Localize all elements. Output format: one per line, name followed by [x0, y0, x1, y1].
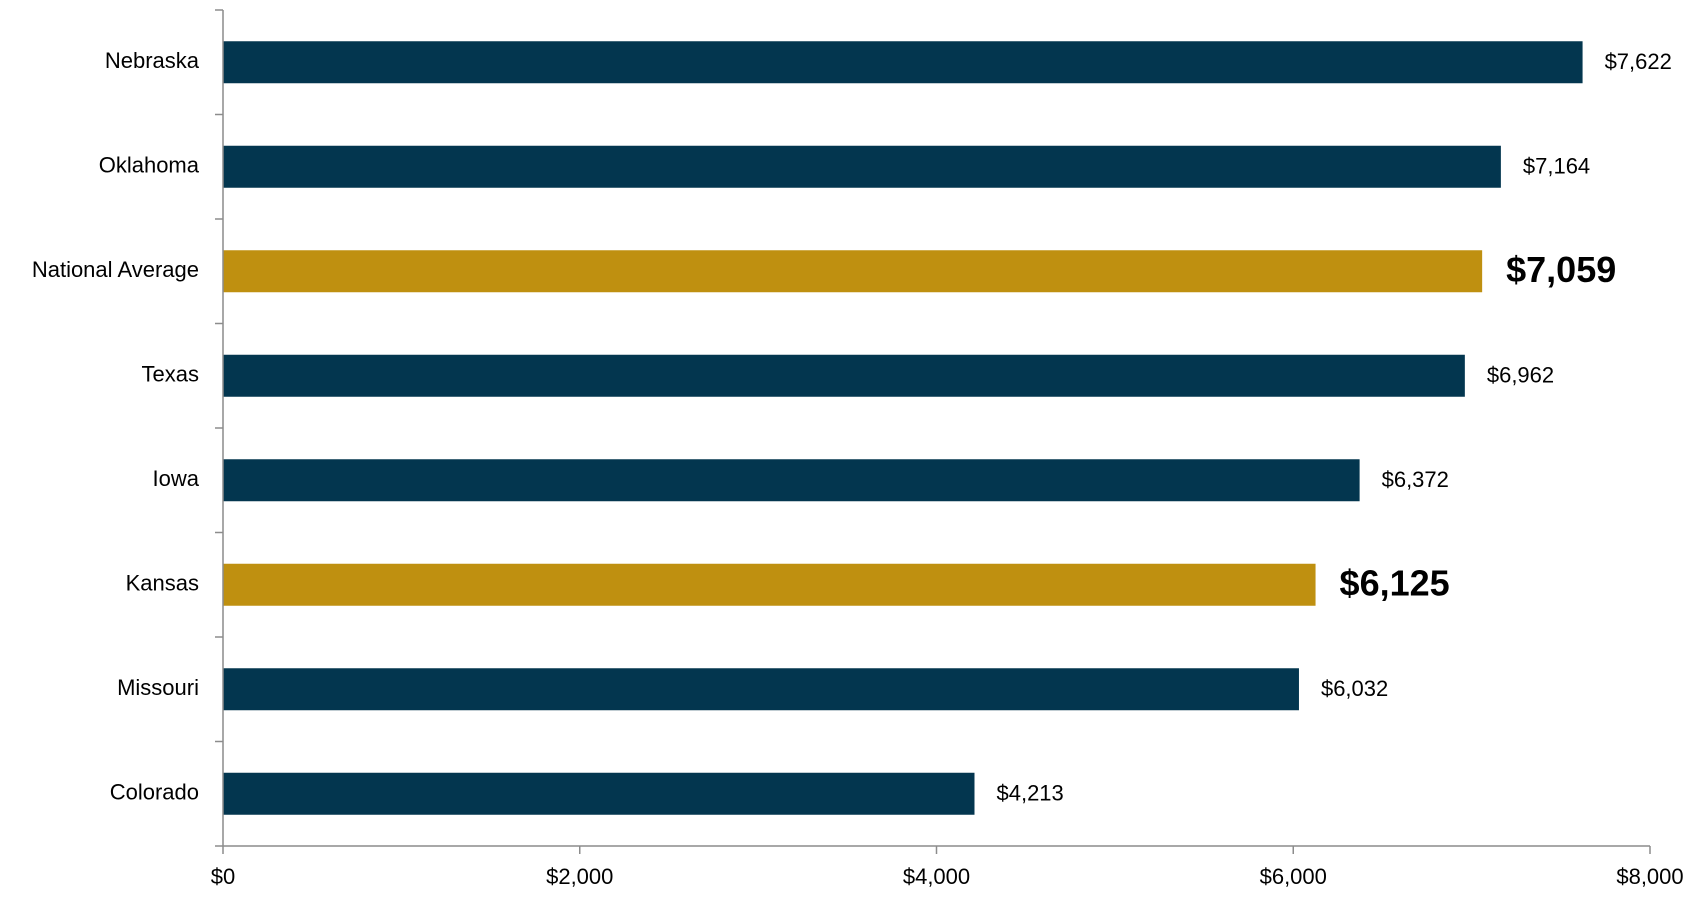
bar-iowa: [223, 459, 1360, 502]
value-label-kansas: $6,125: [1340, 562, 1450, 603]
x-tick-label: $4,000: [903, 864, 970, 889]
bar-kansas: [223, 563, 1316, 606]
category-label-oklahoma: Oklahoma: [99, 153, 200, 178]
category-label-kansas: Kansas: [126, 571, 199, 596]
category-label-texas: Texas: [142, 362, 199, 387]
value-label-iowa: $6,372: [1382, 467, 1449, 492]
bar-missouri: [223, 668, 1299, 711]
x-tick-label: $0: [211, 864, 235, 889]
value-label-texas: $6,962: [1487, 363, 1554, 388]
category-label-nebraska: Nebraska: [105, 48, 200, 73]
category-label-missouri: Missouri: [117, 675, 199, 700]
bar-oklahoma: [223, 145, 1501, 188]
value-label-missouri: $6,032: [1321, 676, 1388, 701]
bar-national-average: [223, 250, 1483, 293]
category-label-colorado: Colorado: [110, 780, 199, 805]
bars-group: [223, 41, 1583, 815]
value-label-nebraska: $7,622: [1605, 49, 1672, 74]
bar-texas: [223, 354, 1465, 397]
bar-nebraska: [223, 41, 1583, 84]
bar-colorado: [223, 772, 975, 815]
x-tick-label: $2,000: [546, 864, 613, 889]
value-label-colorado: $4,213: [996, 781, 1063, 806]
x-tick-label: $8,000: [1616, 864, 1683, 889]
value-label-oklahoma: $7,164: [1523, 154, 1590, 179]
x-tick-label: $6,000: [1260, 864, 1327, 889]
value-label-national-average: $7,059: [1506, 249, 1616, 290]
category-label-iowa: Iowa: [153, 466, 200, 491]
labels-group: Nebraska $7,622 Oklahoma $7,164 National Ave…: [32, 48, 1684, 889]
axes-group: [215, 9, 1651, 854]
category-label-national-average: National Average: [32, 257, 199, 282]
